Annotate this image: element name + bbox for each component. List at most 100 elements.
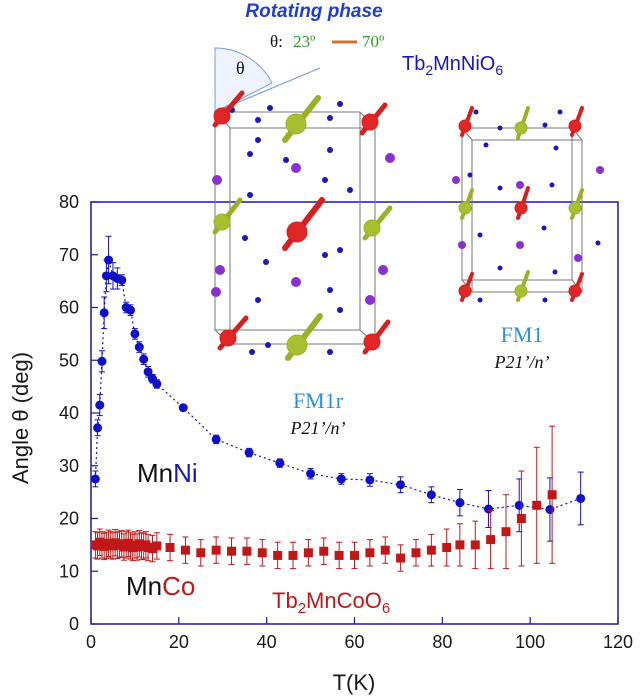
y-tick-label: 60 <box>59 298 79 318</box>
data-point-mnco <box>334 550 344 560</box>
data-point-mnco <box>165 543 175 553</box>
data-point-mnni <box>483 504 493 514</box>
data-point-mnni <box>152 379 162 389</box>
phase-label-fm1r: FM1r <box>293 388 344 413</box>
data-point-mnni <box>275 458 285 468</box>
x-tick-label: 80 <box>432 632 452 652</box>
data-point-mnni <box>97 356 107 366</box>
x-tick-label: 0 <box>86 632 96 652</box>
data-point-mnni <box>95 400 105 410</box>
data-point-mnni <box>104 255 114 265</box>
phase-label-fm1: FM1 <box>501 322 544 347</box>
data-point-mnco <box>242 546 252 556</box>
data-point-mnni <box>306 469 316 479</box>
data-point-mnco <box>532 500 542 510</box>
data-point-mnco <box>180 545 190 555</box>
data-point-mnco <box>303 548 313 558</box>
data-point-mnni <box>130 329 140 339</box>
data-point-mnco <box>442 543 452 553</box>
y-axis-label: Angle θ (deg) <box>8 352 33 484</box>
y-tick-label: 50 <box>59 350 79 370</box>
compound-top-label: Tb2MnNiO6 <box>402 53 503 78</box>
mnco-suffix: Co <box>162 571 195 601</box>
data-point-mnco <box>211 545 221 555</box>
data-point-mnni <box>134 342 144 352</box>
x-tick-label: 40 <box>257 632 277 652</box>
data-point-mnco <box>501 527 511 537</box>
theta-range-prefix: θ: <box>270 32 283 51</box>
y-tick-label: 20 <box>59 509 79 529</box>
series-mnni <box>90 235 586 542</box>
y-tick-label: 10 <box>59 561 79 581</box>
x-tick-label: 60 <box>344 632 364 652</box>
series-label-mnco: MnCo <box>126 571 195 601</box>
data-point-mnco <box>396 553 406 563</box>
data-point-mnni <box>514 500 524 510</box>
data-point-mnni <box>244 448 254 458</box>
tb2mncoo6-mid: MnCoO <box>306 588 382 613</box>
rotating-phase-title: Rotating phase <box>245 1 383 22</box>
data-point-mnco <box>426 545 436 555</box>
y-tick-label: 40 <box>59 403 79 423</box>
x-tick-label: 120 <box>603 632 633 652</box>
x-tick-label: 100 <box>515 632 545 652</box>
theta-symbol: θ <box>236 58 245 78</box>
data-point-mnni <box>93 423 103 433</box>
data-point-mnni <box>576 493 586 503</box>
spacegroup-label-fm1: P21’/n’ <box>494 352 550 372</box>
tb2mncoo6-base: Tb <box>272 588 298 613</box>
mnni-prefix: Mn <box>137 458 173 488</box>
data-point-mnni <box>126 305 136 315</box>
x-tick-label: 20 <box>169 632 189 652</box>
data-point-mnco <box>257 548 267 558</box>
data-point-mnni <box>139 354 149 364</box>
data-point-mnni <box>545 505 555 515</box>
data-point-mnni <box>211 434 221 444</box>
mnco-prefix: Mn <box>126 571 162 601</box>
data-point-mnco <box>152 541 162 551</box>
data-point-mnco <box>288 550 298 560</box>
spacegroup-label-fm1r: P21’/n’ <box>290 418 346 438</box>
crystal-cell-fm1r <box>211 90 395 361</box>
compound-label-mnco: Tb2MnCoO6 <box>272 588 390 617</box>
x-axis-ticks: 0 20 40 60 80 100 120 <box>86 617 633 652</box>
data-point-mnco <box>380 545 390 555</box>
theta-start-value: 23º <box>293 32 315 51</box>
y-tick-label: 80 <box>59 192 79 212</box>
data-point-mnco <box>319 546 329 556</box>
y-tick-label: 0 <box>69 614 79 634</box>
data-point-mnco <box>455 540 465 550</box>
y-axis-ticks: 0 10 20 30 40 50 60 70 80 <box>59 192 98 634</box>
compound-top-mid: MnNiO <box>433 53 495 75</box>
theta-range-label: θ: 23º <box>270 32 315 51</box>
series-label-mnni: MnNi <box>137 458 198 488</box>
compound-top-sub2: 6 <box>495 62 503 78</box>
data-point-mnco <box>516 514 526 523</box>
x-axis-label: T(K) <box>333 670 376 695</box>
data-point-mnni <box>117 275 127 285</box>
theta-end-value: 70º <box>362 32 384 51</box>
data-point-mnco <box>411 548 421 558</box>
data-point-mnni <box>455 498 465 508</box>
crystal-cell-fm1 <box>452 106 604 303</box>
data-point-mnni <box>336 474 346 484</box>
data-point-mnco <box>486 535 496 545</box>
data-point-mnco <box>365 548 375 558</box>
series-mnco <box>90 425 557 572</box>
data-point-mnni <box>90 474 100 484</box>
data-point-mnni <box>99 308 109 318</box>
y-tick-label: 70 <box>59 245 79 265</box>
y-tick-label: 30 <box>59 456 79 476</box>
data-point-mnco <box>350 550 359 560</box>
tb2mncoo6-sub2: 6 <box>382 600 390 617</box>
data-point-mnco <box>547 490 557 500</box>
mnni-suffix: Ni <box>173 458 198 488</box>
data-point-mnco <box>227 546 237 556</box>
data-point-mnni <box>396 480 406 490</box>
theta-angle-diagram: θ <box>214 47 321 113</box>
data-point-mnni <box>426 490 436 500</box>
compound-top-base: Tb <box>402 53 425 75</box>
data-point-mnco <box>273 550 283 560</box>
compound-top-sub1: 2 <box>425 62 433 78</box>
